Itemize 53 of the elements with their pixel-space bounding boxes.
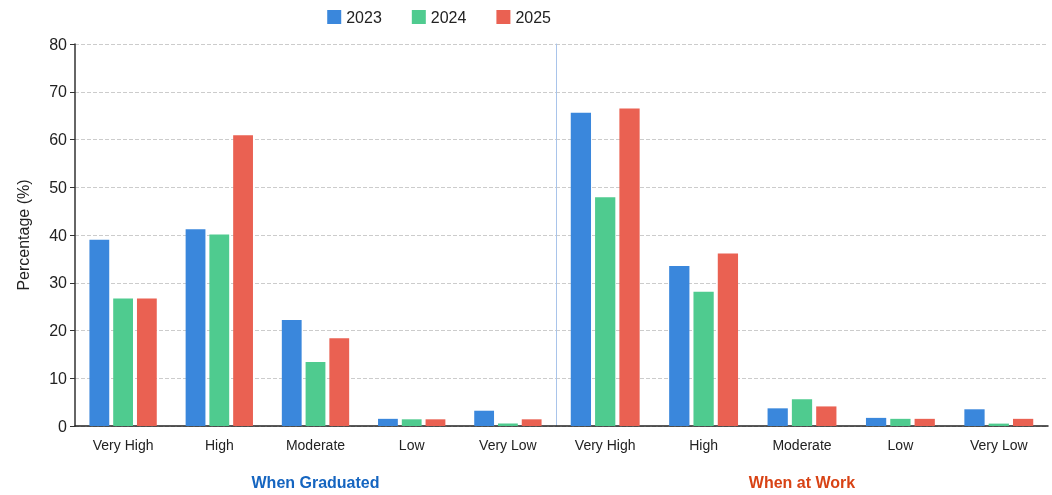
bar: [570, 112, 592, 426]
bar: [401, 419, 422, 426]
legend-label: 2023: [346, 8, 382, 26]
legend-label: 2024: [430, 8, 467, 26]
bar: [595, 197, 616, 426]
bar: [305, 362, 326, 426]
y-tick-label: 70: [49, 83, 68, 101]
x-tick-label: Moderate: [285, 437, 346, 453]
bar: [113, 298, 133, 426]
x-tick-label: High: [689, 437, 718, 453]
x-tick-label: High: [204, 437, 234, 453]
y-tick-label: 40: [49, 226, 68, 244]
x-axis-title: When at Work: [748, 473, 856, 491]
bar: [425, 419, 446, 426]
x-tick-label: Moderate: [772, 437, 832, 453]
x-axis-title: When Graduated: [251, 473, 380, 491]
legend-label: 2025: [515, 8, 552, 26]
y-tick-label: 10: [49, 369, 68, 387]
bar: [474, 410, 495, 426]
bar: [89, 239, 110, 426]
bar: [521, 419, 542, 426]
bar: [865, 417, 887, 426]
x-tick-label: Very Low: [970, 437, 1029, 453]
bar: [136, 298, 157, 426]
x-tick-label: Very Low: [479, 437, 538, 453]
y-tick-label: 60: [49, 131, 68, 148]
bar: [378, 418, 398, 426]
bar: [767, 408, 788, 426]
x-tick-label: Low: [398, 437, 426, 453]
bar: [890, 418, 911, 426]
bar: [717, 253, 739, 426]
bar: [1012, 418, 1034, 426]
bar: [619, 108, 640, 426]
y-tick-label: 20: [49, 322, 68, 339]
bar: [816, 406, 837, 426]
bar: [329, 338, 350, 426]
y-tick-label: 50: [49, 178, 68, 196]
y-tick-label: 0: [58, 417, 68, 435]
bar: [233, 135, 253, 426]
bar: [185, 229, 206, 426]
x-tick-label: Very High: [92, 437, 154, 453]
y-tick-label: 80: [49, 35, 68, 53]
bar: [964, 409, 985, 426]
x-tick-label: Low: [887, 437, 915, 453]
bar: [693, 291, 714, 426]
bar: [281, 320, 302, 426]
bar: [209, 234, 230, 426]
bar: [669, 266, 690, 426]
x-tick-label: Very High: [574, 437, 636, 453]
bar: [914, 418, 935, 426]
y-axis-title: Percentage (%): [14, 179, 32, 291]
bar: [791, 399, 813, 426]
y-tick-label: 30: [49, 274, 68, 292]
